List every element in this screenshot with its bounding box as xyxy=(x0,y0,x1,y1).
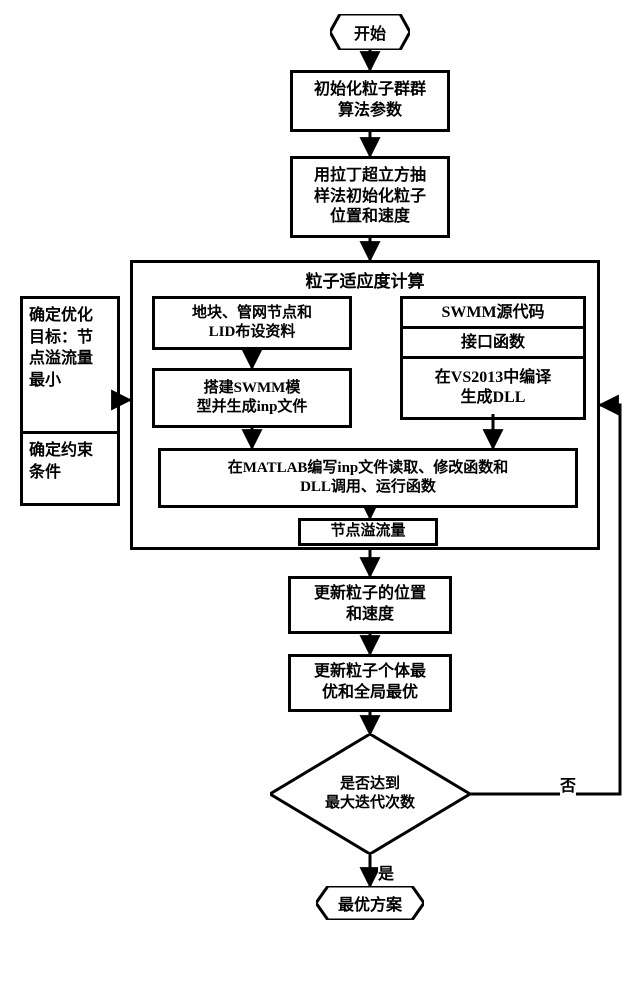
overflow-node: 节点溢流量 xyxy=(298,518,438,546)
update-best-node: 更新粒子个体最 优和全局最优 xyxy=(288,654,452,712)
edge-no-label: 否 xyxy=(560,772,576,796)
right-col-c: 在VS2013中编译 生成DLL xyxy=(403,359,583,417)
side-container: 确定优化 目标：节 点溢流量 最小 确定约束 条件 xyxy=(20,296,120,506)
lhs-init-node: 用拉丁超立方抽 样法初始化粒子 位置和速度 xyxy=(290,156,450,238)
update-pos-node: 更新粒子的位置 和速度 xyxy=(288,576,452,634)
side-constraints: 确定约束 条件 xyxy=(23,431,117,506)
right-col-a: SWMM源代码 xyxy=(403,299,583,329)
start-label: 开始 xyxy=(354,20,386,44)
init-pso-node: 初始化粒子群群 算法参数 xyxy=(290,70,450,132)
left-col-b: 搭建SWMM模 型并生成inp文件 xyxy=(152,368,352,428)
matlab-node: 在MATLAB编写inp文件读取、修改函数和 DLL调用、运行函数 xyxy=(158,448,578,508)
fitness-title: 粒子适应度计算 xyxy=(133,267,597,292)
end-label: 最优方案 xyxy=(338,891,402,915)
left-col-a: 地块、管网节点和 LID布设资料 xyxy=(152,296,352,350)
edge-yes-label: 是 xyxy=(378,860,394,884)
right-col-b: 接口函数 xyxy=(403,329,583,359)
start-terminator: 开始 xyxy=(330,14,410,50)
decision-diamond: 是否达到 最大迭代次数 xyxy=(270,734,470,854)
side-objective: 确定优化 目标：节 点溢流量 最小 xyxy=(23,299,117,431)
end-terminator: 最优方案 xyxy=(316,886,424,920)
right-col: SWMM源代码 接口函数 在VS2013中编译 生成DLL xyxy=(400,296,586,420)
decision-label: 是否达到 最大迭代次数 xyxy=(325,775,415,813)
